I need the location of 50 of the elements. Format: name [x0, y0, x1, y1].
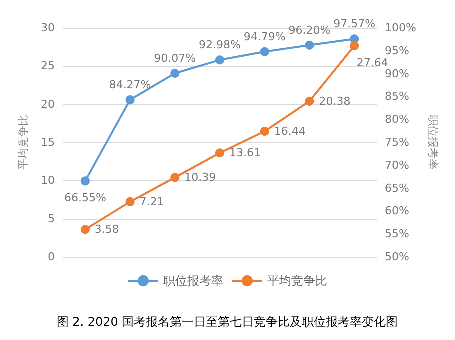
y2-tick-label: 60% — [385, 204, 410, 218]
y2-tick-label: 55% — [385, 228, 410, 241]
data-label: 66.55% — [64, 192, 106, 205]
point — [170, 173, 180, 182]
point — [350, 42, 360, 51]
point — [305, 40, 314, 50]
point — [126, 96, 135, 105]
data-label: 13.61 — [230, 146, 261, 160]
data-label: 94.79% — [244, 30, 286, 44]
point — [260, 47, 270, 56]
y2-tick-label: 80% — [385, 113, 410, 126]
legend-label: 职位报考率 — [164, 274, 224, 288]
data-label: 92.98% — [199, 38, 241, 52]
data-label: 20.38 — [319, 94, 351, 108]
y2-axis-title: 职位报考率 — [426, 115, 440, 170]
data-label: 27.64 — [356, 56, 388, 70]
point — [170, 68, 180, 78]
y-tick-label: 0 — [48, 250, 55, 264]
legend-label: 平均竞争比 — [268, 274, 328, 288]
point — [260, 127, 270, 136]
y-tick-label: 25 — [41, 60, 55, 73]
y2-tick-label: 70% — [385, 158, 410, 172]
point — [216, 56, 224, 65]
y-axis-title: 平均竞争比 — [17, 115, 30, 170]
y2-tick-label: 90% — [385, 67, 410, 80]
y2-tick-label: 65% — [385, 182, 410, 195]
y2-tick-label: 95% — [385, 44, 410, 58]
y2-tick-label: 85% — [385, 90, 410, 104]
data-label: 96.20% — [288, 24, 331, 37]
point — [305, 96, 314, 106]
data-label: 84.27% — [109, 78, 152, 92]
y2-tick-label: 50% — [385, 250, 410, 264]
data-label: 10.39 — [184, 171, 216, 184]
point — [126, 197, 135, 206]
data-label: 7.21 — [140, 195, 164, 208]
y-tick-label: 5 — [48, 212, 55, 226]
point — [80, 225, 90, 234]
data-label: 97.57% — [334, 18, 376, 31]
y-tick-label: 15 — [41, 136, 55, 149]
y2-tick-label: 100% — [385, 22, 416, 34]
caption: 图 2. 2020 国考报名第一日至第七日竞争比及职位报考率变化图 — [56, 315, 398, 329]
y-tick-label: 20 — [41, 98, 55, 111]
point — [80, 176, 90, 186]
y-tick-label: 30 — [41, 22, 55, 34]
data-label: 16.44 — [274, 125, 306, 138]
data-label: 90.07% — [154, 52, 196, 65]
y-tick-label: 10 — [41, 174, 55, 188]
point — [216, 148, 224, 158]
y2-tick-label: 75% — [385, 136, 410, 149]
data-label: 3.58 — [94, 223, 120, 236]
